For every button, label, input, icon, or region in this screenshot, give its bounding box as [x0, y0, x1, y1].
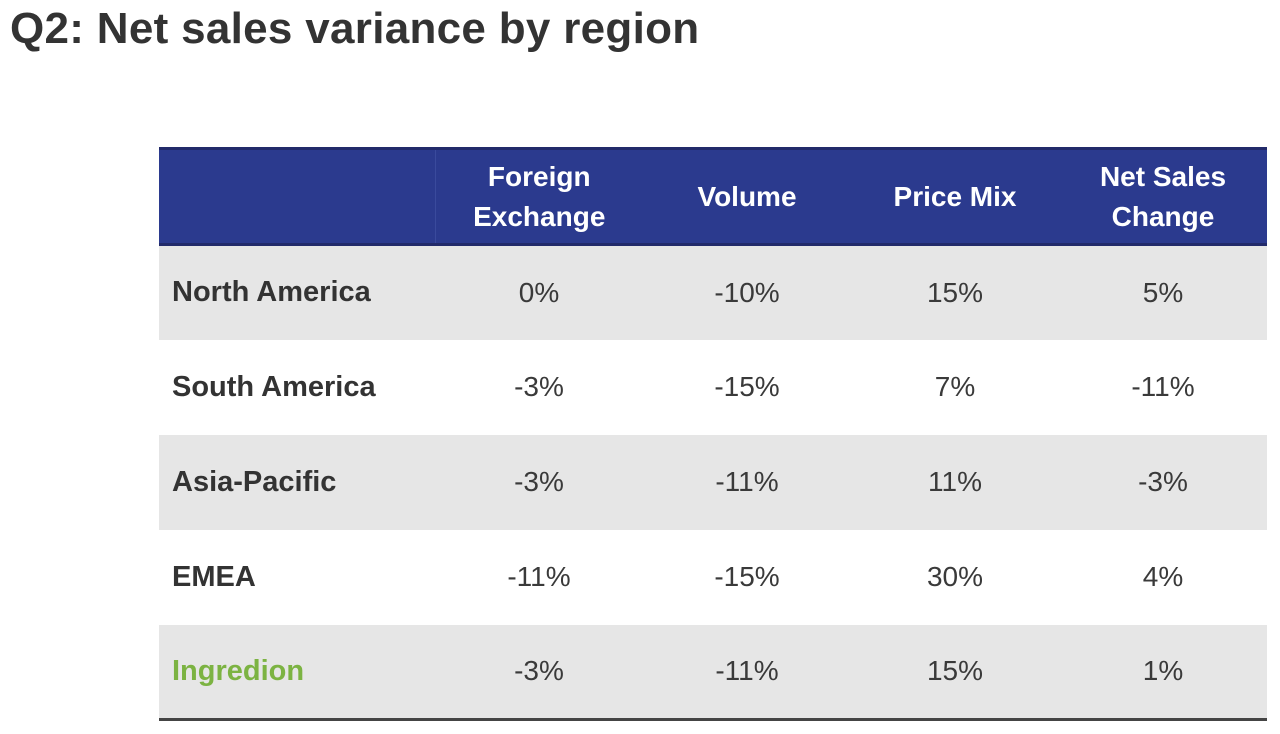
header-net-sales-change: Net Sales Change — [1099, 160, 1227, 232]
page-title: Q2: Net sales variance by region — [10, 4, 700, 53]
price-mix-cell: 7% — [934, 371, 976, 402]
header-foreign-exchange: Foreign Exchange — [473, 160, 606, 232]
region-label: EMEA — [172, 560, 256, 593]
table-row: Asia-Pacific -3% -11% 11% -3% — [159, 434, 1267, 530]
price-mix-cell: 15% — [926, 655, 984, 687]
table-row: South America -3% -15% 7% -11% — [159, 339, 1267, 435]
price-mix-cell: 30% — [926, 561, 984, 592]
net-sales-change-cell: -11% — [1131, 371, 1195, 402]
header-row: Foreign Exchange Volume Price Mix Net Sa… — [159, 148, 1267, 245]
price-mix-cell: 11% — [928, 466, 982, 497]
fx-cell: -11% — [507, 561, 571, 592]
fx-cell: -3% — [514, 371, 564, 402]
header-volume: Volume — [697, 180, 797, 212]
volume-cell: -11% — [715, 655, 779, 687]
volume-cell: -15% — [714, 371, 780, 402]
fx-cell: -3% — [514, 655, 564, 687]
region-label: South America — [172, 370, 376, 403]
fx-cell: -3% — [514, 466, 564, 497]
table-row: EMEA -11% -15% 30% 4% — [159, 529, 1267, 625]
total-label: Ingredion — [172, 654, 305, 687]
net-sales-change-cell: -3% — [1138, 466, 1188, 497]
header-region-cell — [159, 148, 436, 245]
table-row: North America 0% -10% 15% 5% — [159, 244, 1267, 340]
region-label: North America — [172, 276, 371, 309]
volume-cell: -10% — [714, 276, 780, 308]
net-sales-change-cell: 5% — [1142, 276, 1184, 308]
fx-cell: 0% — [518, 276, 560, 308]
volume-cell: -15% — [714, 561, 780, 592]
header-price-mix: Price Mix — [893, 180, 1017, 212]
table-header: Foreign Exchange Volume Price Mix Net Sa… — [159, 148, 1267, 245]
table-row-total: Ingredion -3% -11% 15% 1% — [159, 624, 1267, 720]
variance-table: Foreign Exchange Volume Price Mix Net Sa… — [159, 147, 1267, 721]
volume-cell: -11% — [715, 466, 779, 497]
net-sales-change-cell: 4% — [1142, 561, 1184, 592]
table-body: North America 0% -10% 15% 5% South Ameri… — [159, 244, 1267, 720]
net-sales-change-cell: 1% — [1142, 655, 1184, 687]
region-label: Asia-Pacific — [172, 465, 337, 498]
price-mix-cell: 15% — [926, 276, 984, 308]
